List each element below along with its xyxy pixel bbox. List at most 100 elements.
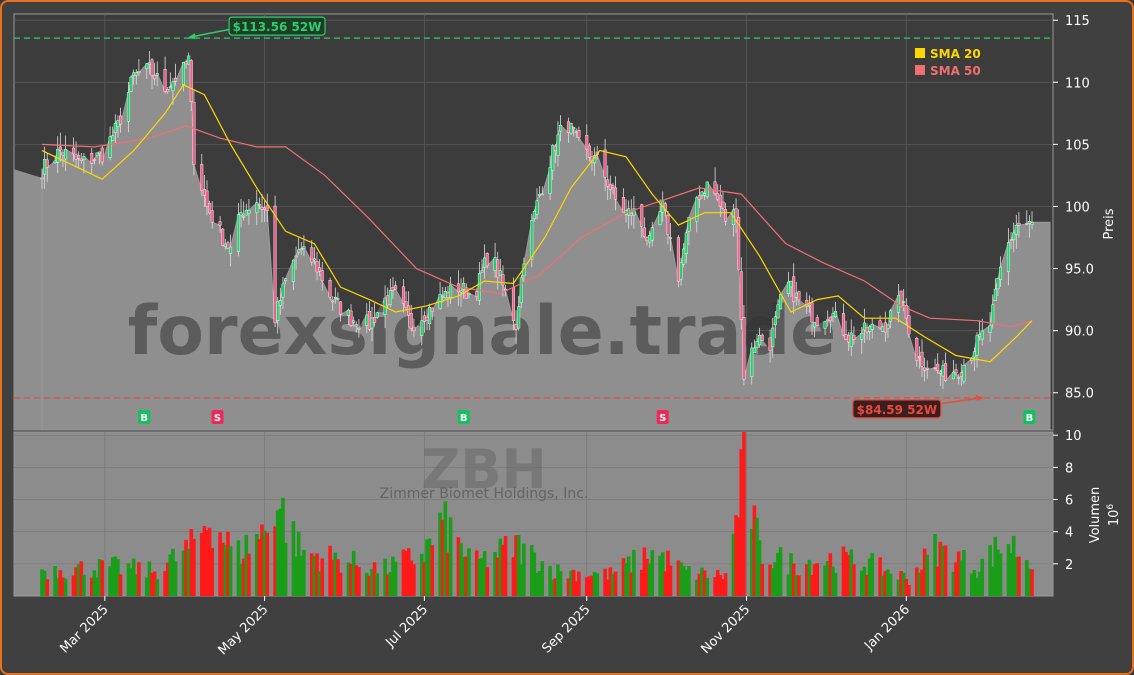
- volume-bar: [886, 569, 890, 596]
- volume-bar: [650, 550, 655, 596]
- volume-bar: [768, 564, 772, 596]
- candle-body: [658, 211, 662, 225]
- volume-bar: [131, 558, 136, 596]
- candle-body: [640, 204, 644, 227]
- candle-body: [181, 62, 185, 85]
- volume-bar: [372, 562, 377, 596]
- volume-bar: [241, 558, 246, 596]
- candle-body: [540, 193, 544, 196]
- date-tick-label: Nov 2025: [698, 602, 753, 657]
- watermarks: forexsignale.trade ZBH Zimmer Biomet Hol…: [128, 292, 837, 502]
- volume-bar: [666, 550, 670, 596]
- volume-bar: [977, 571, 982, 596]
- volume-bar: [55, 578, 60, 596]
- sell-signal-marker: S: [211, 410, 224, 424]
- volume-bar: [925, 554, 930, 596]
- candle-body: [273, 205, 277, 324]
- legend-label: SMA 50: [930, 64, 981, 78]
- volume-axis: 2 4 6 8 10: [1053, 429, 1082, 573]
- volume-bar: [346, 562, 351, 596]
- volume-bar: [312, 556, 317, 596]
- volume-bar: [503, 535, 508, 596]
- candle-body: [45, 159, 49, 168]
- volume-bar: [165, 562, 170, 596]
- candle-body: [302, 246, 306, 249]
- candle-body: [645, 237, 649, 241]
- volume-bar: [791, 563, 796, 596]
- candle-body: [367, 311, 371, 330]
- candle-body: [462, 283, 466, 290]
- signal-label: B: [140, 413, 148, 424]
- volume-bar: [173, 561, 178, 596]
- candle-body: [77, 155, 81, 159]
- candle-body: [577, 129, 581, 138]
- volume-bar: [943, 545, 948, 596]
- company-watermark: Zimmer Biomet Holdings, Inc.: [380, 486, 589, 502]
- volume-bar: [317, 571, 322, 596]
- candle-body: [773, 316, 777, 325]
- volume-bar: [721, 579, 725, 596]
- volume-bar: [95, 577, 99, 596]
- candle-body: [171, 81, 175, 92]
- volume-bar: [281, 497, 285, 596]
- high-52w-annotation: $113.56 52W: [187, 16, 326, 40]
- volume-bar: [786, 574, 791, 596]
- volume-bar: [391, 556, 395, 596]
- volume-bar: [587, 576, 592, 596]
- volume-bar: [265, 532, 270, 596]
- candle-body: [923, 367, 927, 371]
- volume-bar: [760, 564, 765, 596]
- volume-tick-label: 4: [1065, 526, 1073, 541]
- volume-bar: [624, 562, 628, 596]
- candle-body: [208, 203, 212, 214]
- candle-body: [404, 301, 408, 309]
- volume-bar: [773, 562, 778, 596]
- candle-body: [155, 73, 159, 76]
- volume-bar: [210, 547, 215, 596]
- candle-body: [980, 330, 984, 340]
- candle-body: [868, 326, 872, 332]
- candle-body: [889, 310, 893, 322]
- candle-body: [519, 277, 523, 304]
- candle-body: [962, 365, 966, 382]
- candle-body: [483, 257, 487, 268]
- volume-bar: [1011, 535, 1016, 596]
- volume-bar: [144, 577, 149, 596]
- price-tick-label: 100: [1065, 200, 1090, 215]
- candle-body: [852, 335, 856, 340]
- candle-body: [449, 284, 453, 298]
- candle-body: [999, 266, 1003, 280]
- candle-body: [370, 317, 374, 329]
- date-tick-label: May 2025: [216, 602, 272, 658]
- volume-bar: [888, 573, 893, 596]
- candle-body: [339, 301, 343, 315]
- volume-bar: [833, 572, 838, 596]
- volume-bar: [425, 539, 429, 596]
- candle-body: [755, 341, 759, 349]
- high-52w-box: [228, 16, 326, 36]
- candle-body: [218, 221, 222, 226]
- candle-body: [902, 301, 906, 303]
- candle-body: [446, 292, 450, 298]
- candle-body: [650, 227, 654, 241]
- candle-body: [174, 77, 178, 82]
- candle-body: [988, 325, 992, 333]
- volume-bar: [511, 557, 516, 596]
- volume-bar: [608, 567, 613, 596]
- volume-bar: [1024, 560, 1029, 596]
- candle-body: [553, 145, 557, 152]
- volume-bar: [61, 577, 65, 596]
- volume-bar: [959, 560, 964, 596]
- candle-body: [813, 322, 817, 328]
- candle-body: [978, 334, 982, 337]
- price-area-start: [14, 169, 42, 430]
- volume-bar: [150, 572, 154, 596]
- volume-bar: [687, 566, 691, 596]
- volume-bar: [697, 573, 702, 596]
- volume-bar: [642, 547, 647, 596]
- volume-bar: [718, 574, 723, 596]
- volume-bar: [189, 528, 194, 596]
- volume-bar: [97, 559, 102, 596]
